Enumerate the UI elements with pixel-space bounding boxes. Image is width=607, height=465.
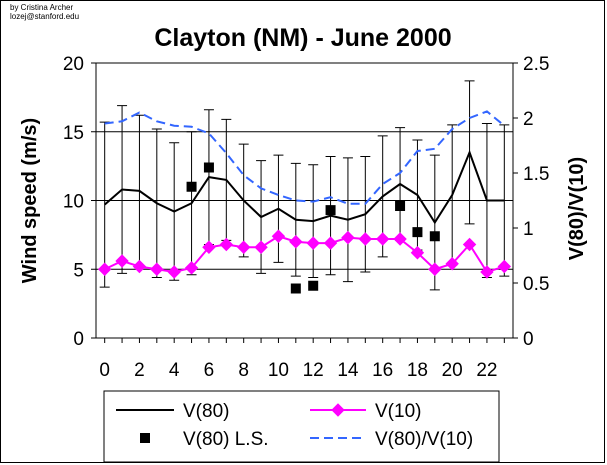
ls-marker (308, 280, 319, 291)
v10-marker (428, 262, 442, 276)
v10-marker (167, 265, 181, 279)
x-tick-label: 4 (169, 360, 180, 381)
v10-marker (271, 229, 286, 243)
x-tick-label: 22 (476, 360, 497, 381)
ls-marker (203, 162, 214, 173)
v10-marker (445, 257, 459, 271)
y2-axis-title: V(80)/V(10) (566, 157, 588, 260)
x-tick-label: 12 (303, 360, 324, 381)
v10-marker (375, 232, 390, 246)
x-tick-label: 20 (442, 360, 463, 381)
v10-marker (184, 261, 199, 275)
y-tick-label: 20 (63, 54, 84, 75)
x-tick-label: 18 (407, 360, 428, 381)
x-tick-label: 6 (204, 360, 215, 381)
ls-marker (412, 227, 423, 238)
legend-v80-label: V(80) (183, 401, 229, 422)
v10-marker (115, 254, 129, 268)
v10-marker (236, 240, 251, 254)
y-tick-label: 15 (63, 123, 84, 144)
series-v10-line (104, 235, 505, 274)
y2-tick-label: 0.5 (523, 274, 549, 295)
x-tick-label: 8 (238, 360, 249, 381)
series-ratio-line (104, 110, 505, 205)
v10-marker (358, 232, 373, 246)
x-tick-label: 16 (372, 360, 393, 381)
v10-marker (462, 237, 477, 252)
ls-marker (325, 205, 336, 216)
y2-tick-label: 1.5 (523, 164, 549, 185)
y-tick-label: 10 (63, 192, 84, 213)
v10-marker (150, 262, 164, 276)
legend-v10-label: V(10) (375, 401, 421, 422)
v10-marker (132, 259, 147, 274)
y2-tick-label: 2.5 (523, 54, 549, 75)
y2-tick-label: 0 (523, 329, 534, 350)
ls-marker (395, 201, 406, 211)
ls-marker (186, 181, 197, 192)
v10-marker (497, 259, 512, 274)
ls-marker (290, 283, 301, 294)
v10-marker (289, 235, 303, 249)
x-tick-label: 10 (268, 360, 289, 381)
legend-ratio-label: V(80)/V(10) (375, 429, 473, 450)
x-tick-label: 0 (99, 360, 110, 381)
legend-ls-label: V(80) L.S. (183, 429, 269, 450)
y-tick-label: 5 (73, 260, 84, 281)
ls-marker (429, 231, 440, 242)
legend-box (103, 390, 500, 463)
y2-tick-label: 2 (523, 109, 534, 130)
v10-marker (306, 236, 320, 250)
chart-title: Clayton (NM) - June 2000 (154, 24, 451, 52)
v10-marker (410, 246, 425, 260)
author-email: lozej@stanford.edu (10, 12, 80, 21)
v10-marker (254, 240, 268, 254)
v10-marker (219, 237, 234, 252)
x-tick-label: 14 (337, 360, 359, 381)
v10-marker (202, 240, 216, 254)
author-credit: by Cristina Archer (10, 3, 74, 12)
y-tick-label: 0 (73, 329, 84, 350)
v10-marker (341, 230, 355, 245)
legend-ls-marker (140, 433, 150, 443)
y-axis-title: Wind speed (m/s) (19, 118, 41, 283)
v10-marker (97, 262, 112, 276)
x-tick-label: 2 (134, 360, 145, 381)
legend-v10-marker (331, 403, 345, 417)
v10-marker (323, 236, 338, 250)
v10-marker (480, 265, 494, 279)
v10-marker (393, 232, 407, 246)
y2-tick-label: 1 (523, 219, 534, 240)
series-v80-line (104, 149, 505, 225)
